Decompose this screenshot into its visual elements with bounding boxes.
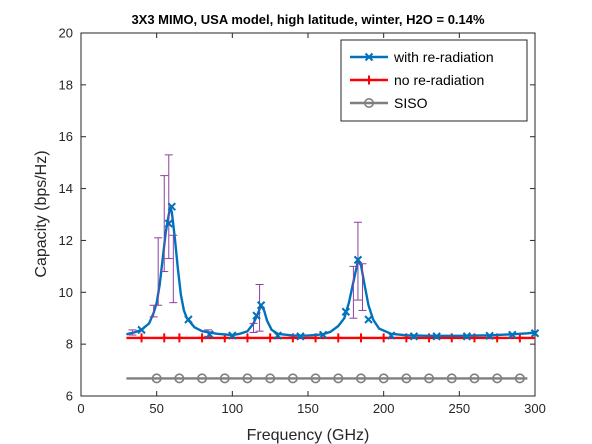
data-point bbox=[310, 373, 321, 384]
legend-label: no re-radiation bbox=[394, 72, 484, 88]
error-bar bbox=[169, 234, 178, 304]
data-point bbox=[508, 330, 517, 340]
data-point bbox=[243, 333, 252, 343]
data-point bbox=[256, 301, 266, 310]
y-tick-label: 20 bbox=[59, 26, 73, 41]
data-point bbox=[378, 373, 389, 384]
data-point bbox=[401, 373, 412, 384]
data-point bbox=[219, 373, 230, 384]
data-point bbox=[265, 373, 276, 384]
series-2 bbox=[126, 373, 528, 384]
series-layer bbox=[126, 154, 540, 384]
legend: with re-radiation no re-radiation SISO bbox=[340, 39, 528, 122]
data-point bbox=[160, 333, 169, 343]
data-point bbox=[242, 373, 253, 384]
data-point bbox=[184, 315, 193, 324]
data-point bbox=[228, 331, 237, 340]
error-bar bbox=[349, 265, 358, 319]
y-tick-label: 6 bbox=[66, 389, 73, 404]
legend-marker bbox=[363, 98, 374, 109]
data-point bbox=[252, 311, 261, 320]
y-tick-label: 16 bbox=[59, 129, 73, 144]
data-point bbox=[379, 333, 388, 343]
data-point bbox=[334, 333, 343, 343]
legend-entry-1: no re-radiation bbox=[350, 72, 484, 88]
chart-title: 3X3 MIMO, USA model, high latitude, wint… bbox=[131, 12, 485, 27]
data-point bbox=[266, 333, 275, 343]
data-point bbox=[424, 373, 435, 384]
error-bar bbox=[154, 237, 163, 306]
data-point bbox=[296, 332, 305, 341]
data-point bbox=[469, 373, 480, 384]
y-tick-label: 12 bbox=[59, 233, 73, 248]
data-point bbox=[333, 373, 344, 384]
data-point bbox=[387, 331, 396, 340]
x-tick-label: 0 bbox=[77, 401, 84, 416]
y-axis-ticks: 6 8 10 12 14 16 18 20 bbox=[59, 26, 535, 404]
data-point bbox=[514, 373, 525, 384]
data-point bbox=[353, 255, 363, 265]
series-line bbox=[126, 206, 536, 337]
y-tick-label: 10 bbox=[59, 285, 73, 300]
x-tick-label: 100 bbox=[221, 401, 243, 416]
data-point bbox=[137, 325, 146, 335]
x-tick-label: 250 bbox=[448, 401, 470, 416]
data-point bbox=[492, 373, 503, 384]
legend-label: SISO bbox=[394, 95, 428, 111]
legend-marker bbox=[365, 75, 373, 85]
error-bar bbox=[128, 329, 137, 336]
data-point bbox=[318, 330, 328, 340]
y-axis-label: Capacity (bps/Hz) bbox=[33, 150, 50, 277]
data-point bbox=[151, 373, 162, 384]
series-0 bbox=[126, 154, 540, 341]
data-point bbox=[205, 330, 214, 339]
y-tick-label: 8 bbox=[66, 337, 73, 352]
data-point bbox=[137, 333, 146, 343]
error-bar bbox=[358, 263, 367, 311]
legend-entry-0: with re-radiation bbox=[350, 49, 494, 65]
data-point bbox=[174, 373, 185, 384]
data-point bbox=[175, 333, 184, 343]
error-bar bbox=[249, 322, 258, 333]
data-point bbox=[341, 307, 351, 316]
data-point bbox=[356, 333, 365, 343]
data-point bbox=[364, 315, 373, 324]
data-point bbox=[432, 332, 441, 341]
x-tick-label: 50 bbox=[149, 401, 163, 416]
data-point bbox=[198, 333, 207, 343]
data-point bbox=[409, 332, 419, 341]
x-tick-label: 200 bbox=[373, 401, 395, 416]
y-tick-label: 18 bbox=[59, 77, 73, 92]
x-axis-ticks: 0 50 100 150 200 250 300 bbox=[77, 33, 546, 416]
legend-marker bbox=[364, 52, 374, 62]
x-tick-label: 300 bbox=[524, 401, 546, 416]
data-point bbox=[355, 373, 366, 384]
data-point bbox=[287, 373, 298, 384]
data-point bbox=[164, 219, 173, 228]
series-1 bbox=[126, 333, 535, 343]
data-point bbox=[273, 331, 282, 340]
data-point bbox=[446, 373, 457, 384]
data-point bbox=[167, 202, 177, 211]
data-point bbox=[197, 373, 208, 384]
plot-area: 0 50 100 150 200 250 300 6 8 10 12 14 16 18 20 bbox=[59, 26, 546, 417]
data-point bbox=[485, 331, 494, 341]
error-bar bbox=[164, 154, 173, 260]
y-tick-label: 14 bbox=[59, 181, 73, 196]
legend-label: with re-radiation bbox=[393, 49, 494, 65]
x-axis-label: Frequency (GHz) bbox=[247, 427, 370, 444]
error-bar bbox=[160, 175, 169, 273]
legend-entry-2: SISO bbox=[350, 95, 428, 111]
data-point bbox=[462, 332, 472, 341]
x-tick-label: 150 bbox=[297, 401, 319, 416]
data-point bbox=[530, 329, 540, 338]
